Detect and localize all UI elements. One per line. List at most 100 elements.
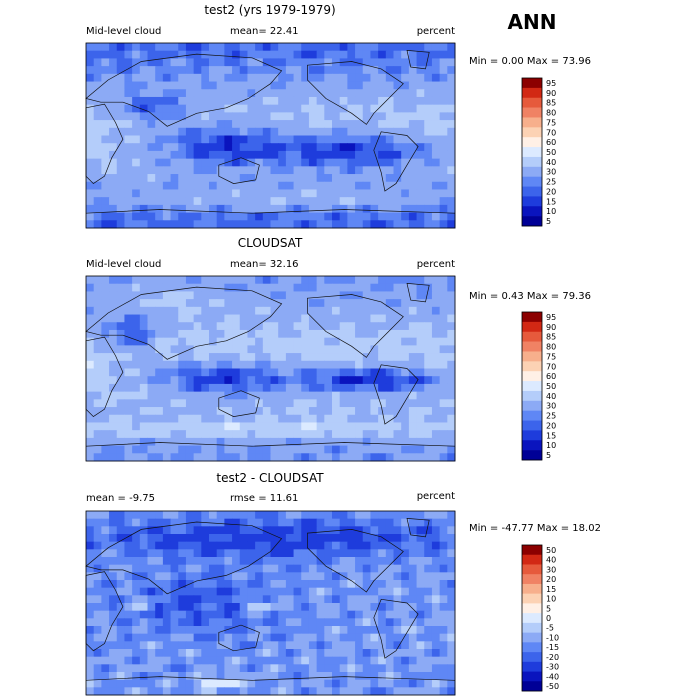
map-cell [86,641,95,650]
map-cell [439,679,448,688]
map-cell [247,368,256,377]
map-cell [185,120,195,129]
map-cell [224,368,233,377]
map-cell [270,526,279,535]
map-cell [362,610,371,619]
map-cell [262,158,271,167]
map-cell [116,603,125,612]
map-cell [385,687,394,696]
map-cell [401,189,410,198]
map-cell [132,641,141,650]
map-cell [431,353,441,362]
map-cell [216,291,225,300]
map-cell [162,50,172,59]
map-cell [439,220,448,229]
map-cell [162,127,172,136]
map-cell [162,158,172,167]
map-cell [362,679,371,688]
map-cell [178,353,187,362]
map-cell [116,414,125,423]
colorbar-tick-label: 30 [546,565,556,574]
map-cell [424,376,433,385]
map-cell [324,322,333,331]
map-cell [185,664,195,673]
map-cell [178,633,187,642]
map-cell [370,572,379,581]
map-cell [424,166,433,175]
map-cell [408,104,418,113]
map-cell [255,174,264,183]
map-cell [124,112,133,121]
map-cell [193,587,202,596]
map-cell [270,135,279,144]
map-cell [116,189,125,198]
map-cell [439,322,448,331]
coastline [85,209,456,214]
map-cell [308,166,318,175]
map-cell [424,322,433,331]
map-cell [362,329,371,339]
map-cell [86,360,95,369]
map-cell [101,360,110,369]
map-cell [347,81,356,90]
map-cell [385,291,394,300]
map-cell [147,150,156,160]
map-cell [339,383,348,393]
map-cell [324,549,333,558]
map-cell [86,618,95,627]
map-cell [201,43,210,52]
map-cell [201,549,210,558]
map-cell [139,641,148,650]
colorbar-tick-label: -20 [546,653,559,662]
map-cell [293,158,302,167]
map-cell [170,58,179,67]
map-cell [308,143,318,152]
map-cell [116,127,125,136]
map-cell [431,337,441,346]
map-cell [308,283,318,292]
map-cell [216,641,225,650]
map-cell [439,50,448,59]
map-cell [170,150,179,160]
map-cell [362,445,371,454]
map-cell [247,687,256,696]
map-cell [393,50,402,59]
colorbar-tick-label: 25 [546,412,556,421]
map-cell [355,534,364,543]
map-cell [385,360,394,369]
map-cell [362,453,371,462]
map-cell [224,595,233,604]
map-cell [86,337,95,346]
map-cell [355,135,364,144]
map-cell [216,189,225,198]
map-cell [201,291,210,300]
map-cell [439,181,448,190]
map-cell [301,283,310,292]
map-cell [316,127,325,136]
map-cell [116,557,125,566]
map-cell [439,104,448,113]
map-cell [308,212,318,221]
map-cell [262,345,271,354]
map-cell [101,96,110,106]
map-cell [132,633,141,642]
map-cell [170,376,179,385]
map-cell [86,96,95,106]
map-cell [293,564,302,573]
map-cell [262,283,271,292]
map-cell [162,422,172,431]
map-cell [401,112,410,121]
map-cell [232,204,241,214]
map-cell [139,633,148,642]
map-cell [232,557,241,566]
map-cell [424,58,433,67]
map-cell [439,314,448,323]
panel-cloudsat: CLOUDSAT Mid-level cloud mean= 32.16 per… [85,236,591,462]
map-cell [170,687,179,696]
map-cell [178,104,187,113]
map-cell [224,73,233,83]
map-cell [255,135,264,144]
map-cell [209,453,218,462]
map-cell [324,564,333,573]
map-cell [339,391,348,400]
